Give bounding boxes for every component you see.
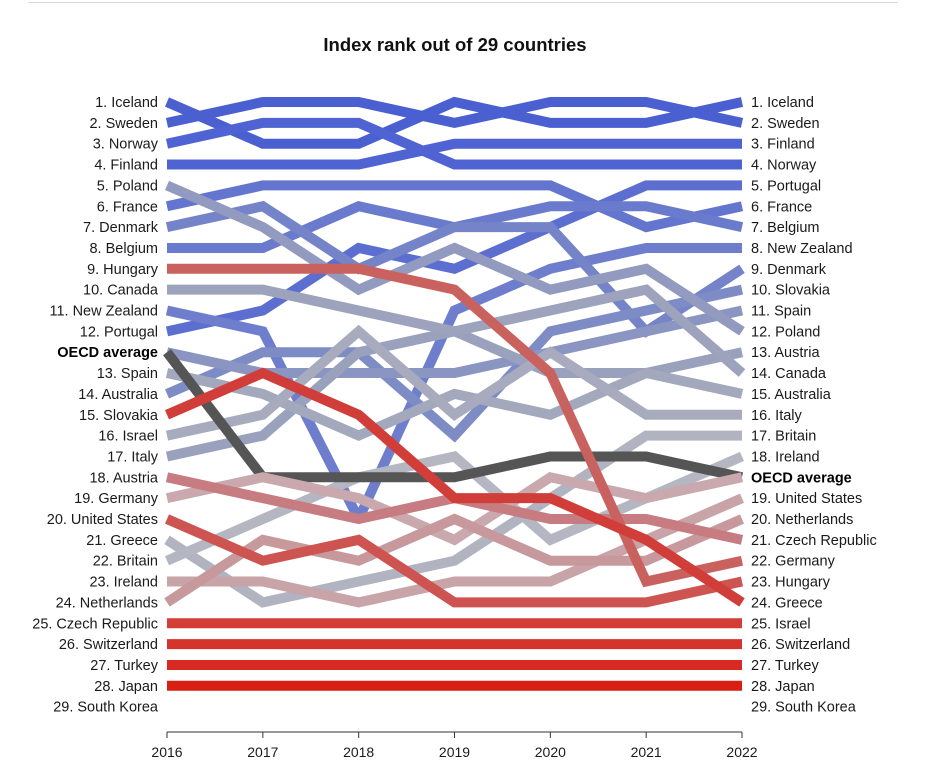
x-axis-tick-label: 2018 xyxy=(343,744,374,760)
right-rank-label: 2. Sweden xyxy=(751,116,820,132)
x-axis-tick-label: 2022 xyxy=(726,744,757,760)
series-line-canada xyxy=(167,284,746,377)
right-rank-label: 23. Hungary xyxy=(751,575,831,591)
left-rank-label: 10. Canada xyxy=(83,283,159,299)
series-line-iceland xyxy=(165,96,744,149)
left-rank-label: 25. Czech Republic xyxy=(32,616,158,632)
right-rank-label: 7. Belgium xyxy=(751,220,820,236)
top-rule xyxy=(28,2,898,3)
series-line-norway xyxy=(165,117,742,170)
series-line-australia xyxy=(165,367,744,442)
left-rank-label: 3. Norway xyxy=(93,137,159,153)
series-line-italy xyxy=(165,324,742,441)
right-rank-label: 1. Iceland xyxy=(751,95,814,111)
right-rank-label: 12. Poland xyxy=(751,324,820,340)
right-rank-label: OECD average xyxy=(751,470,852,486)
x-axis-tick-label: 2019 xyxy=(439,744,470,760)
left-rank-label: 23. Ireland xyxy=(89,575,158,591)
left-rank-label: 20. United States xyxy=(47,512,158,528)
right-rank-label: 15. Australia xyxy=(751,387,832,403)
right-rank-label: 29. South Korea xyxy=(751,700,857,716)
series-line-greece xyxy=(165,514,744,608)
x-axis-tick-label: 2021 xyxy=(631,744,662,760)
right-rank-label: 6. France xyxy=(751,199,812,215)
series-line-poland xyxy=(165,180,745,336)
series-line-france xyxy=(165,180,744,233)
series-line-sweden xyxy=(165,97,744,128)
left-rank-label: OECD average xyxy=(57,345,158,361)
left-rank-label: 22. Britain xyxy=(93,554,158,570)
right-rank-label: 26. Switzerland xyxy=(751,637,850,653)
left-rank-label: 12. Portugal xyxy=(80,324,158,340)
right-rank-label: 14. Canada xyxy=(751,366,827,382)
right-rank-label: 3. Finland xyxy=(751,137,815,153)
right-rank-label: 21. Czech Republic xyxy=(751,533,877,549)
left-rank-label: 24. Netherlands xyxy=(56,595,158,611)
x-axis-tick-label: 2016 xyxy=(151,744,182,760)
right-rank-label: 22. Germany xyxy=(751,554,836,570)
series-line-finland xyxy=(167,138,742,170)
right-rank-label: 13. Austria xyxy=(751,345,820,361)
series-line-britain xyxy=(164,430,742,608)
right-rank-label: 9. Denmark xyxy=(751,262,827,278)
right-rank-label: 16. Italy xyxy=(751,408,803,424)
chart-title: Index rank out of 29 countries xyxy=(323,34,587,55)
series-line-united-states xyxy=(165,471,744,546)
right-rank-label: 10. Slovakia xyxy=(751,283,831,299)
series-line-czech-republic xyxy=(164,513,744,607)
left-rank-label: 11. New Zealand xyxy=(49,304,158,320)
right-rank-label: 17. Britain xyxy=(751,429,816,445)
right-rank-label: 19. United States xyxy=(751,491,862,507)
left-rank-label: 27. Turkey xyxy=(90,658,158,674)
left-rank-label: 5. Poland xyxy=(97,178,158,194)
right-rank-label: 20. Netherlands xyxy=(751,512,853,528)
left-rank-label: 2. Sweden xyxy=(89,116,158,132)
series-line-israel xyxy=(165,367,745,607)
left-rank-label: 19. Germany xyxy=(74,491,159,507)
right-rank-label: 4. Norway xyxy=(751,158,817,174)
left-rank-label: 9. Hungary xyxy=(87,262,159,278)
left-rank-label: 16. Israel xyxy=(98,429,158,445)
left-rank-label: 6. France xyxy=(97,199,158,215)
left-rank-label: 14. Australia xyxy=(78,387,159,403)
right-rank-label: 18. Ireland xyxy=(751,449,820,465)
left-rank-label: 4. Finland xyxy=(94,158,158,174)
left-rank-label: 15. Slovakia xyxy=(79,408,159,424)
left-rank-label: 13. Spain xyxy=(97,366,158,382)
right-rank-label: 27. Turkey xyxy=(751,658,819,674)
series-line-new-zealand xyxy=(165,242,742,522)
x-axis-tick-label: 2017 xyxy=(247,744,278,760)
left-rank-label: 1. Iceland xyxy=(95,95,158,111)
left-rank-label: 26. Switzerland xyxy=(59,637,158,653)
right-rank-label: 8. New Zealand xyxy=(751,241,853,257)
left-rank-label: 29. South Korea xyxy=(53,700,159,716)
right-rank-label: 28. Japan xyxy=(751,679,815,695)
right-rank-label: 11. Spain xyxy=(751,304,811,320)
left-rank-label: 18. Austria xyxy=(89,470,158,486)
series-line-slovakia xyxy=(165,284,744,443)
series-line-hungary xyxy=(167,263,744,588)
right-rank-label: 24. Greece xyxy=(751,595,823,611)
left-rank-label: 8. Belgium xyxy=(89,241,158,257)
left-rank-label: 21. Greece xyxy=(86,533,158,549)
x-axis-tick-label: 2020 xyxy=(535,744,566,760)
right-rank-label: 5. Portugal xyxy=(751,178,821,194)
left-rank-label: 17. Italy xyxy=(107,449,159,465)
right-rank-label: 25. Israel xyxy=(751,616,811,632)
left-rank-label: 7. Denmark xyxy=(83,220,159,236)
series-line-portugal xyxy=(165,180,742,337)
left-rank-label: 28. Japan xyxy=(94,679,158,695)
